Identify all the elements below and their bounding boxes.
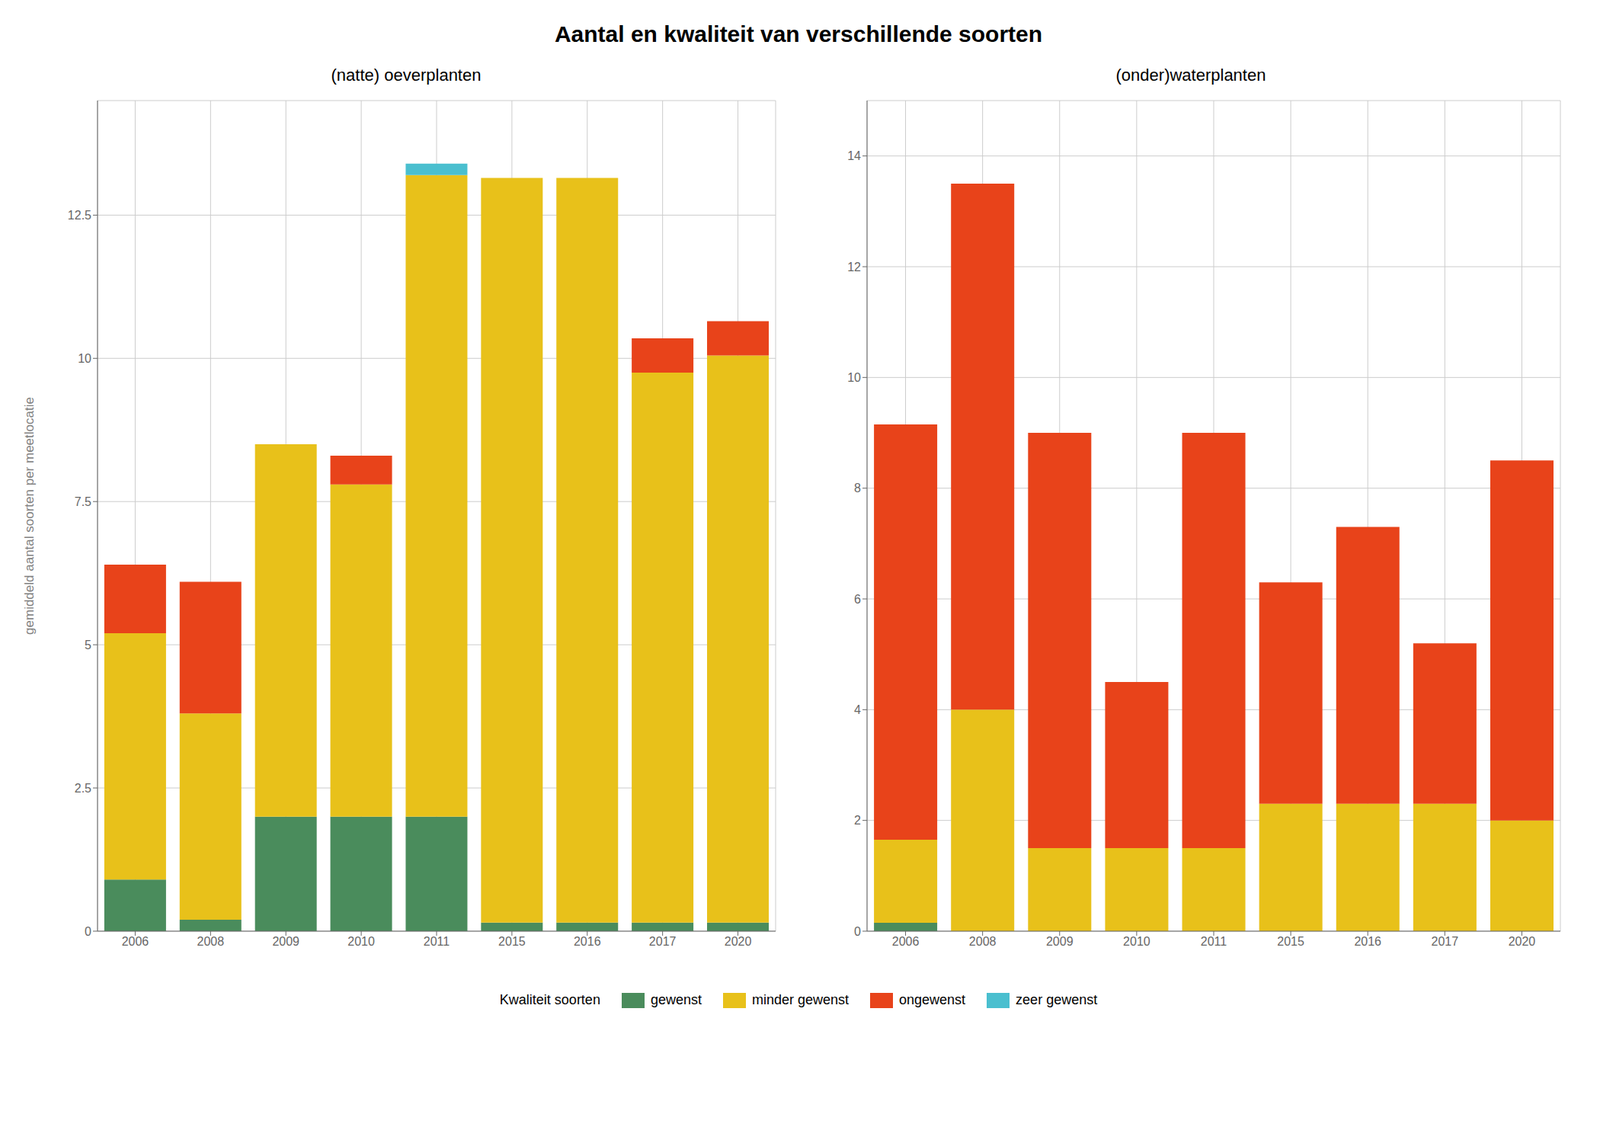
svg-text:2: 2 [854, 813, 861, 827]
svg-text:2011: 2011 [423, 934, 451, 948]
svg-text:2008: 2008 [969, 934, 997, 948]
svg-text:0: 0 [854, 924, 861, 938]
svg-text:2015: 2015 [1276, 934, 1305, 948]
svg-text:2006: 2006 [121, 934, 150, 948]
html-text:zeer gewenst: zeer gewenst [1015, 992, 1098, 1008]
svg-text:2009: 2009 [272, 934, 300, 948]
html-text:(onder)waterplanten: (onder)waterplanten [1115, 65, 1266, 85]
svg-text:2011: 2011 [1200, 934, 1228, 948]
svg-text:2008: 2008 [197, 934, 225, 948]
svg-text:2020: 2020 [1508, 934, 1536, 948]
svg-text:2006: 2006 [892, 934, 920, 948]
html-text:gewenst: gewenst [650, 992, 702, 1008]
svg-text:14: 14 [847, 149, 861, 163]
svg-text:2016: 2016 [1353, 934, 1382, 948]
svg-text:2.5: 2.5 [74, 781, 92, 795]
svg-text:12.5: 12.5 [67, 208, 92, 222]
svg-text:5: 5 [84, 638, 92, 652]
svg-text:2016: 2016 [573, 934, 602, 948]
html-text:Kwaliteit soorten: Kwaliteit soorten [499, 992, 601, 1008]
svg-text:10: 10 [847, 371, 861, 384]
svg-text:8: 8 [854, 481, 861, 495]
svg-text:2017: 2017 [1431, 934, 1460, 948]
svg-text:2010: 2010 [347, 934, 375, 948]
svg-text:10: 10 [77, 352, 92, 365]
svg-text:6: 6 [854, 592, 861, 606]
svg-text:0: 0 [84, 924, 92, 938]
html-text:minder gewenst: minder gewenst [752, 992, 849, 1008]
svg-text:gemiddeld aantal soorten per m: gemiddeld aantal soorten per meetlocatie [22, 396, 37, 635]
html-text:ongewenst: ongewenst [899, 992, 966, 1008]
svg-text:2020: 2020 [724, 934, 752, 948]
svg-text:2015: 2015 [498, 934, 526, 948]
svg-text:2017: 2017 [649, 934, 677, 948]
svg-text:2009: 2009 [1046, 934, 1074, 948]
html-text:Aantal en kwaliteit van versch: Aantal en kwaliteit van verschillende so… [554, 21, 1043, 47]
html-text:(natte) oeverplanten: (natte) oeverplanten [331, 65, 482, 85]
svg-text:12: 12 [847, 260, 861, 274]
svg-text:2010: 2010 [1123, 934, 1151, 948]
svg-text:4: 4 [854, 703, 861, 717]
svg-text:7.5: 7.5 [74, 495, 92, 509]
